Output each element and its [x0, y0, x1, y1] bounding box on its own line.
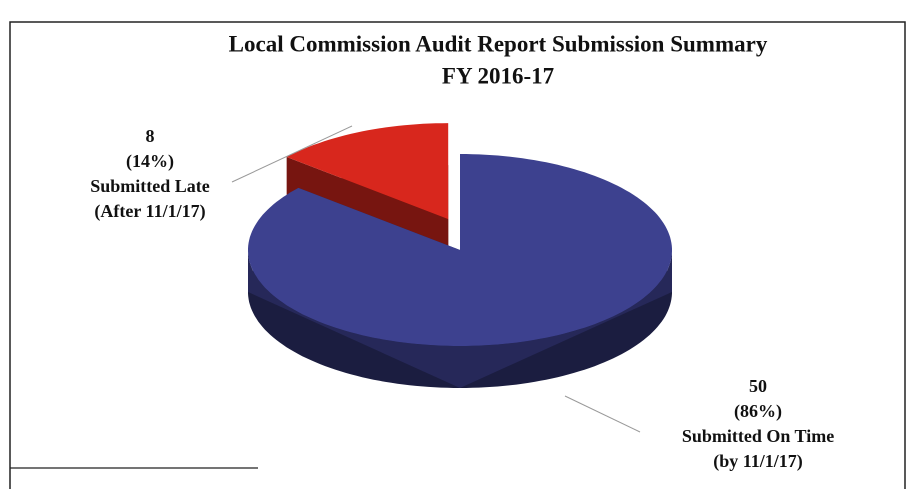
data-label: Submitted Late — [90, 176, 210, 196]
data-label: Submitted On Time — [682, 426, 834, 446]
leader-line — [231, 125, 353, 183]
chart-title: Local Commission Audit Report Submission… — [229, 31, 768, 56]
chart-subtitle: FY 2016-17 — [442, 63, 554, 88]
slice-wall — [248, 250, 672, 388]
data-label: (14%) — [126, 151, 174, 172]
slice — [248, 154, 672, 346]
chart-border — [9, 21, 906, 489]
data-label: (by 11/1/17) — [713, 451, 803, 472]
data-label: 50 — [749, 376, 767, 396]
slice — [286, 123, 449, 220]
data-label: (After 11/1/17) — [94, 201, 205, 222]
pie — [248, 123, 672, 388]
data-label: 8 — [146, 126, 155, 146]
leader-line — [564, 395, 641, 433]
data-label: (86%) — [734, 401, 782, 422]
